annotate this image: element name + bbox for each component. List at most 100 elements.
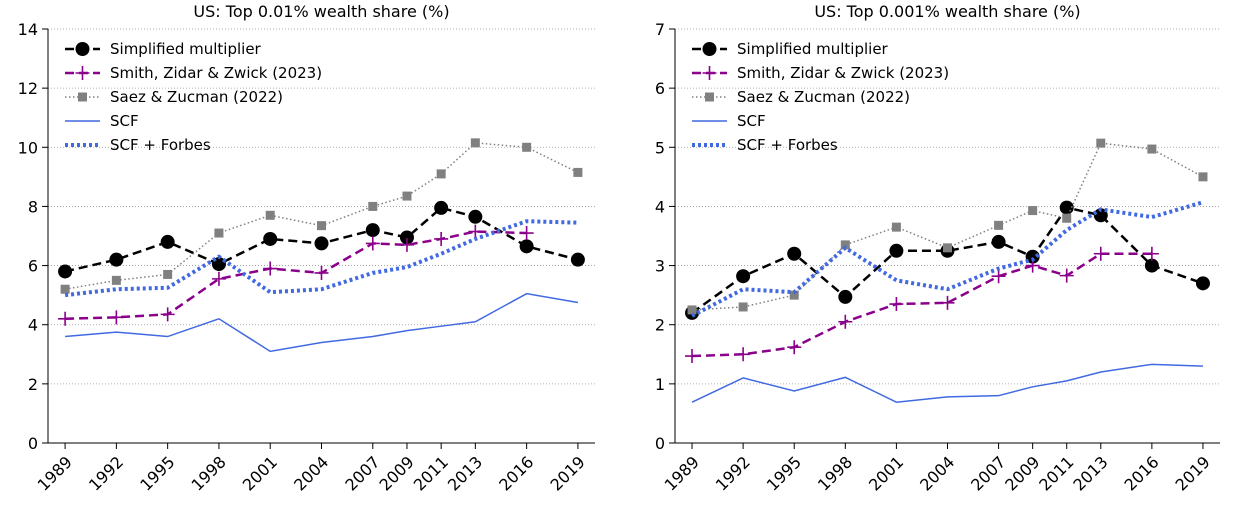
y-tick-label: 7 [655,20,665,39]
series [691,363,1203,403]
x-tick-label: 2009 [376,452,418,494]
legend-symbol [702,42,717,56]
marker [265,210,275,220]
y-tick-label: 6 [28,257,38,276]
marker [470,138,480,148]
marker [1096,138,1106,148]
x-tick-label: 2011 [1035,452,1077,494]
marker [840,240,850,250]
legend-marker [702,66,717,80]
legend-label: Smith, Zidar & Zwick (2023) [110,64,322,82]
series [58,224,534,326]
y-tick-label: 8 [28,197,38,216]
legend-marker [702,42,717,56]
marker [263,261,278,276]
marker [687,305,697,315]
x-tick-label: 2007 [341,452,383,494]
marker [58,264,73,279]
marker [399,230,414,245]
legend-label: SCF + Forbes [737,136,838,154]
y-tick-label: 3 [655,257,665,276]
legend-label: Simplified multiplier [737,40,889,58]
marker [889,297,904,312]
chart-title: US: Top 0.001% wealth share (%) [814,2,1080,21]
marker [1144,246,1159,261]
marker [570,252,585,267]
marker [736,347,751,362]
marker [787,340,802,355]
y-tick-label: 5 [655,138,665,157]
marker [468,209,483,224]
x-tick-label: 2001 [239,452,281,494]
marker [211,271,226,286]
marker [1144,258,1159,273]
y-tick-label: 0 [28,434,38,453]
x-tick-label: 2001 [865,452,907,494]
marker [109,252,124,267]
series [58,200,585,279]
x-tick-label: 2013 [1069,452,1111,494]
marker [368,201,378,211]
marker [789,290,799,300]
marker [1062,213,1072,223]
marker [58,311,73,326]
marker [736,269,751,284]
x-tick-label: 2009 [1001,452,1043,494]
marker [787,246,802,261]
line [64,206,579,273]
legend-label: Smith, Zidar & Zwick (2023) [737,64,949,82]
marker [994,220,1004,230]
y-tick-label: 12 [18,79,38,98]
marker [1059,268,1074,283]
legend-marker [75,42,90,56]
x-tick-label: 1989 [661,452,703,494]
x-tick-label: 2011 [410,452,452,494]
x-tick-label: 2013 [444,452,486,494]
x-tick-label: 1992 [85,452,127,494]
x-tick-label: 1998 [814,452,856,494]
chart-title: US: Top 0.01% wealth share (%) [193,2,449,21]
x-tick-label: 1992 [712,452,754,494]
x-tick-label: 1995 [136,452,178,494]
marker [738,302,748,312]
y-tick-label: 4 [655,197,665,216]
legend-label: SCF [737,112,766,130]
legend-symbol [705,92,714,102]
legend-symbol [78,92,87,102]
marker [109,310,124,325]
x-tick-label: 1998 [188,452,230,494]
marker [685,349,700,364]
legend-label: Saez & Zucman (2022) [737,88,910,106]
y-tick-label: 2 [655,316,665,335]
x-tick-label: 2004 [290,452,332,494]
marker [1195,276,1210,291]
marker [436,169,446,179]
marker [214,228,224,238]
x-tick-label: 1995 [763,452,805,494]
series [685,246,1159,364]
marker [573,167,583,177]
marker [468,224,483,239]
marker [160,234,175,249]
x-tick-label: 2019 [547,452,589,494]
legend-symbol [702,66,717,80]
marker [1028,206,1038,216]
marker [838,289,853,304]
marker [111,275,121,285]
marker [522,142,532,152]
y-tick-label: 14 [18,20,38,39]
marker [263,231,278,246]
marker [1198,172,1208,182]
series [60,138,583,294]
marker [1093,208,1108,223]
marker [314,236,329,251]
line [691,142,1204,311]
marker [519,226,534,241]
marker [160,307,175,322]
marker [838,314,853,329]
marker [365,236,380,251]
x-tick-label: 2016 [1120,452,1162,494]
y-tick-label: 10 [18,138,38,157]
legend-marker [705,92,714,102]
